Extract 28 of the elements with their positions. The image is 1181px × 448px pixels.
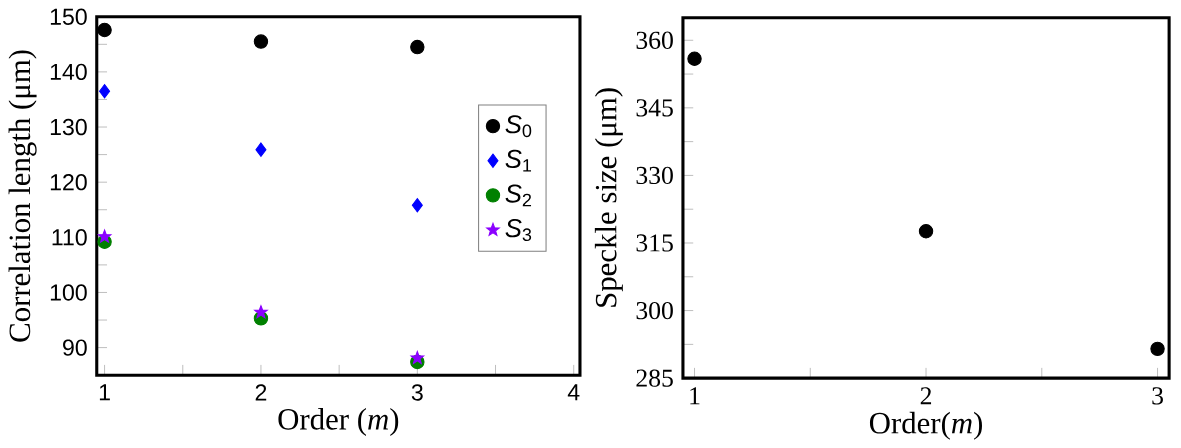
y-tick-label: 90 [63, 339, 87, 356]
legend-label: S$_{0}$ [505, 114, 532, 137]
y-tick-label: 110 [52, 228, 87, 246]
x-tick-label: 2 [920, 387, 932, 405]
y-tick-label: 285 [636, 369, 673, 387]
y-axis-title: Correlation length (μm) [8, 50, 37, 342]
y-tick-label: 140 [50, 63, 87, 80]
x-tick-label: 4 [567, 384, 580, 400]
legend-label: S$_{3}$ [505, 218, 532, 241]
x-tick-label: 1 [690, 387, 700, 404]
x-tick-label: 3 [411, 384, 423, 401]
legend-label: S$_{2}$ [505, 184, 532, 207]
y-tick-label: 345 [636, 99, 673, 117]
legend-label: S$_{1}$ [505, 149, 532, 172]
y-tick-label: 100 [50, 284, 87, 301]
x-tick-label: 3 [1152, 387, 1163, 405]
x-tick-label: 1 [99, 384, 110, 400]
y-axis-title: Speckle size (μm) [594, 88, 623, 307]
x-axis-title: Order(m) [869, 411, 983, 440]
x-axis-title: Order (m) [278, 407, 399, 436]
y-tick-label: 150 [50, 8, 87, 25]
y-tick-label: 130 [50, 118, 87, 136]
y-tick-label: 300 [636, 301, 673, 320]
y-tick-label: 330 [636, 166, 673, 184]
y-tick-label: 315 [636, 234, 673, 252]
x-tick-label: 2 [255, 384, 267, 401]
y-tick-label: 120 [50, 173, 87, 191]
y-tick-label: 360 [636, 31, 673, 49]
